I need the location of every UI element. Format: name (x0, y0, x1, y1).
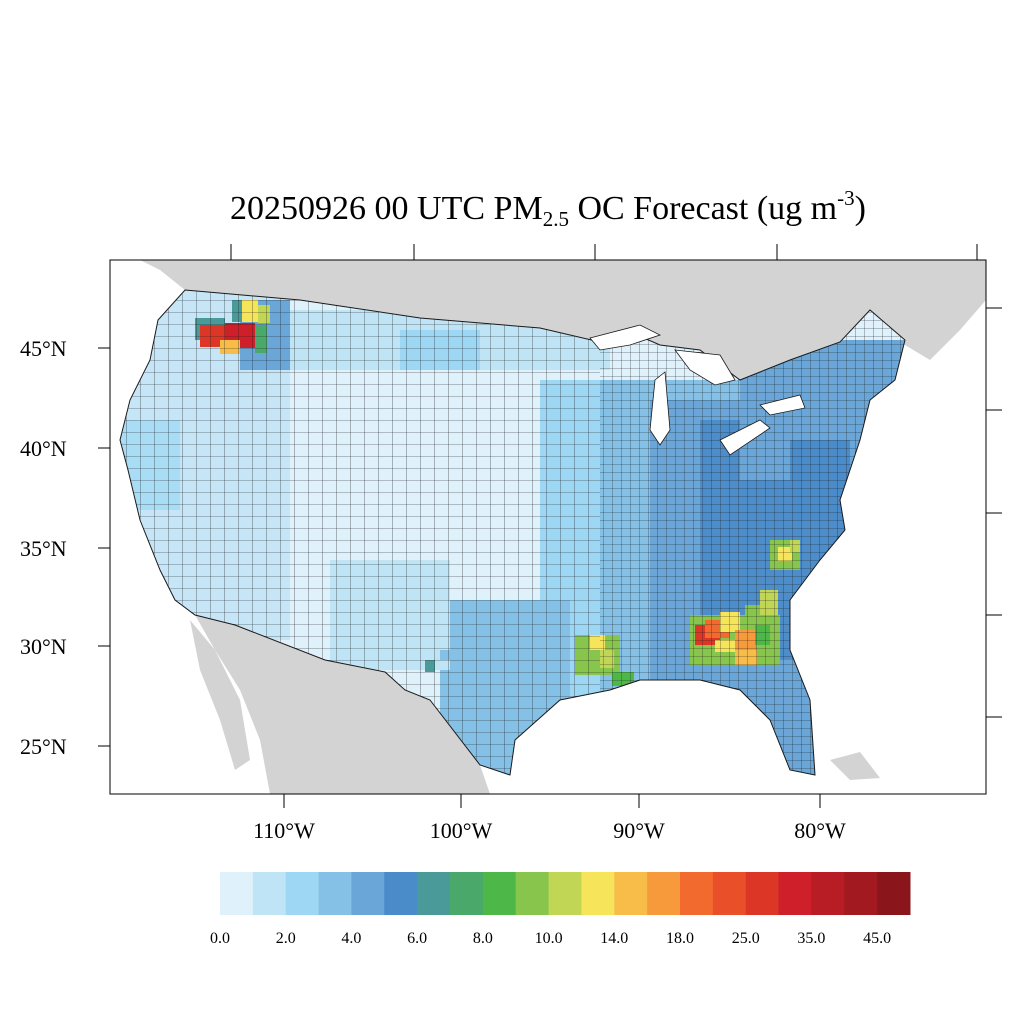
baja-land (190, 620, 250, 770)
lon-label-90: 90°W (613, 818, 665, 843)
colorbar-label: 2.0 (276, 930, 296, 947)
colorbar-swatch (712, 872, 747, 915)
colorbar-label: 0.0 (210, 930, 230, 947)
colorbar-swatch (745, 872, 780, 915)
lon-label-100: 100°W (430, 818, 493, 843)
canada-land (140, 260, 986, 380)
map-frame (109, 259, 987, 795)
colorbar-label: 25.0 (732, 930, 760, 947)
map-title: 20250926 00 UTC PM2.5 OC Forecast (ug m-… (230, 186, 866, 231)
colorbar-swatch (252, 872, 287, 915)
colorbar-swatch (450, 872, 484, 915)
colorbar-swatch (877, 872, 911, 915)
lon-label-80: 80°W (794, 818, 846, 843)
colorbar-label: 8.0 (473, 930, 493, 947)
colorbar-label: 45.0 (863, 930, 891, 947)
cuba-land (830, 752, 880, 780)
colorbar-swatch (647, 872, 681, 915)
lon-label-110: 110°W (253, 818, 315, 843)
lat-label-35: 35°N (20, 536, 67, 561)
colorbar-swatch (581, 872, 615, 915)
mexico-land (195, 615, 490, 794)
colorbar-label: 18.0 (666, 930, 694, 947)
colorbar-swatch (417, 872, 451, 915)
lat-label-40: 40°N (20, 436, 67, 461)
lat-label-25: 25°N (20, 734, 67, 759)
lat-label-30: 30°N (20, 634, 67, 659)
colorbar-swatch (844, 872, 878, 915)
colorbar-swatch (680, 872, 714, 915)
colorbar-swatch (778, 872, 812, 915)
colorbar-swatch (614, 872, 648, 915)
colorbar (220, 872, 911, 915)
great-lakes (589, 324, 806, 456)
colorbar-swatch (351, 872, 385, 915)
colorbar-swatch (515, 872, 550, 915)
colorbar-labels: 0.0 2.0 4.0 6.0 8.0 10.0 14.0 18.0 25.0 35.0 45.0 (210, 930, 891, 947)
colorbar-swatch (285, 872, 320, 915)
colorbar-label: 6.0 (407, 930, 427, 947)
colorbar-swatch (548, 872, 582, 915)
colorbar-swatch (220, 872, 254, 915)
colorbar-label: 4.0 (341, 930, 361, 947)
colorbar-label: 35.0 (797, 930, 825, 947)
us-outline (119, 289, 906, 776)
colorbar-label: 10.0 (535, 930, 563, 947)
colorbar-swatch (384, 872, 418, 915)
lat-label-45: 45°N (20, 336, 67, 361)
colorbar-swatch (482, 872, 517, 915)
colorbar-swatch (811, 872, 845, 915)
colorbar-swatch (318, 872, 352, 915)
colorbar-label: 14.0 (600, 930, 628, 947)
map-ticks (98, 244, 1002, 808)
